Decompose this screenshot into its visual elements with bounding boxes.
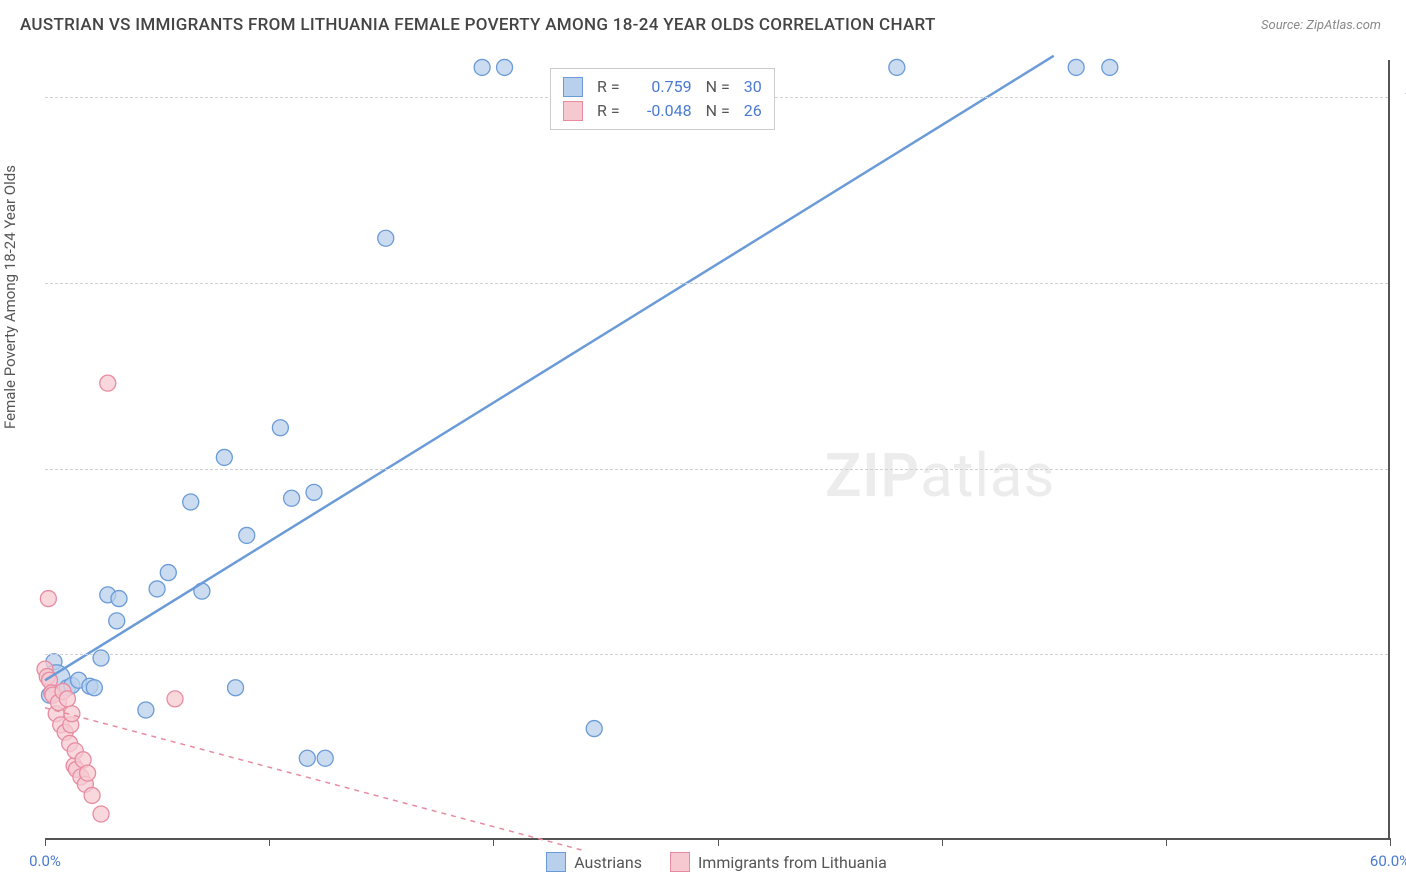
x-tick-mark	[1390, 838, 1391, 846]
r-label: R =	[597, 75, 620, 99]
chart-title: AUSTRIAN VS IMMIGRANTS FROM LITHUANIA FE…	[20, 15, 936, 35]
data-point	[378, 230, 394, 246]
data-point	[40, 591, 56, 607]
trend-line	[45, 708, 583, 851]
data-point	[167, 691, 183, 707]
swatch-lithuania	[563, 101, 583, 121]
source-attribution: Source: ZipAtlas.com	[1261, 18, 1381, 33]
data-point	[93, 650, 109, 666]
data-point	[239, 527, 255, 543]
data-point	[93, 806, 109, 822]
swatch-austrians	[546, 852, 566, 872]
x-tick-mark	[269, 838, 270, 846]
gridline	[45, 469, 1388, 470]
x-tick-label: 60.0%	[1370, 852, 1406, 870]
trend-line	[45, 56, 1054, 680]
data-point	[228, 680, 244, 696]
data-point	[306, 484, 322, 500]
data-point	[100, 375, 116, 391]
data-point	[183, 494, 199, 510]
data-point	[86, 680, 102, 696]
r-label: R =	[597, 99, 620, 123]
x-tick-label: 0.0%	[29, 852, 61, 870]
swatch-austrians	[563, 77, 583, 97]
n-value-austrians: 30	[744, 75, 762, 99]
data-point	[109, 613, 125, 629]
r-value-lithuania: -0.048	[634, 99, 692, 123]
data-point	[111, 591, 127, 607]
x-tick-mark	[45, 838, 46, 846]
data-point	[497, 59, 513, 75]
legend-item-lithuania: Immigrants from Lithuania	[670, 852, 887, 872]
data-point	[138, 702, 154, 718]
legend-row-lithuania: R = -0.048 N = 26	[563, 99, 762, 123]
data-point	[160, 565, 176, 581]
x-tick-mark	[718, 838, 719, 846]
data-point	[216, 449, 232, 465]
data-point	[299, 750, 315, 766]
data-point	[1068, 59, 1084, 75]
x-tick-mark	[1166, 838, 1167, 846]
chart-plot-area: ZIPatlas R = 0.759 N = 30 R = -0.048 N =…	[45, 60, 1390, 840]
scatter-plot-svg	[45, 60, 1388, 838]
legend-row-austrians: R = 0.759 N = 30	[563, 75, 762, 99]
data-point	[272, 420, 288, 436]
gridline	[45, 283, 1388, 284]
swatch-lithuania	[670, 852, 690, 872]
gridline	[45, 654, 1388, 655]
r-value-austrians: 0.759	[634, 75, 692, 99]
data-point	[84, 787, 100, 803]
data-point	[474, 59, 490, 75]
data-point	[80, 765, 96, 781]
n-value-lithuania: 26	[744, 99, 762, 123]
data-point	[284, 490, 300, 506]
data-point	[149, 581, 165, 597]
data-point	[1102, 59, 1118, 75]
legend-item-austrians: Austrians	[546, 852, 642, 872]
x-tick-mark	[493, 838, 494, 846]
series-legend: Austrians Immigrants from Lithuania	[45, 852, 1388, 876]
y-axis-label: Female Poverty Among 18-24 Year Olds	[1, 165, 19, 429]
correlation-legend: R = 0.759 N = 30 R = -0.048 N = 26	[550, 68, 775, 130]
x-tick-mark	[942, 838, 943, 846]
n-label: N =	[706, 99, 730, 123]
legend-label: Immigrants from Lithuania	[698, 853, 887, 872]
data-point	[59, 691, 75, 707]
n-label: N =	[706, 75, 730, 99]
data-point	[586, 721, 602, 737]
legend-label: Austrians	[574, 853, 642, 872]
data-point	[317, 750, 333, 766]
data-point	[889, 59, 905, 75]
